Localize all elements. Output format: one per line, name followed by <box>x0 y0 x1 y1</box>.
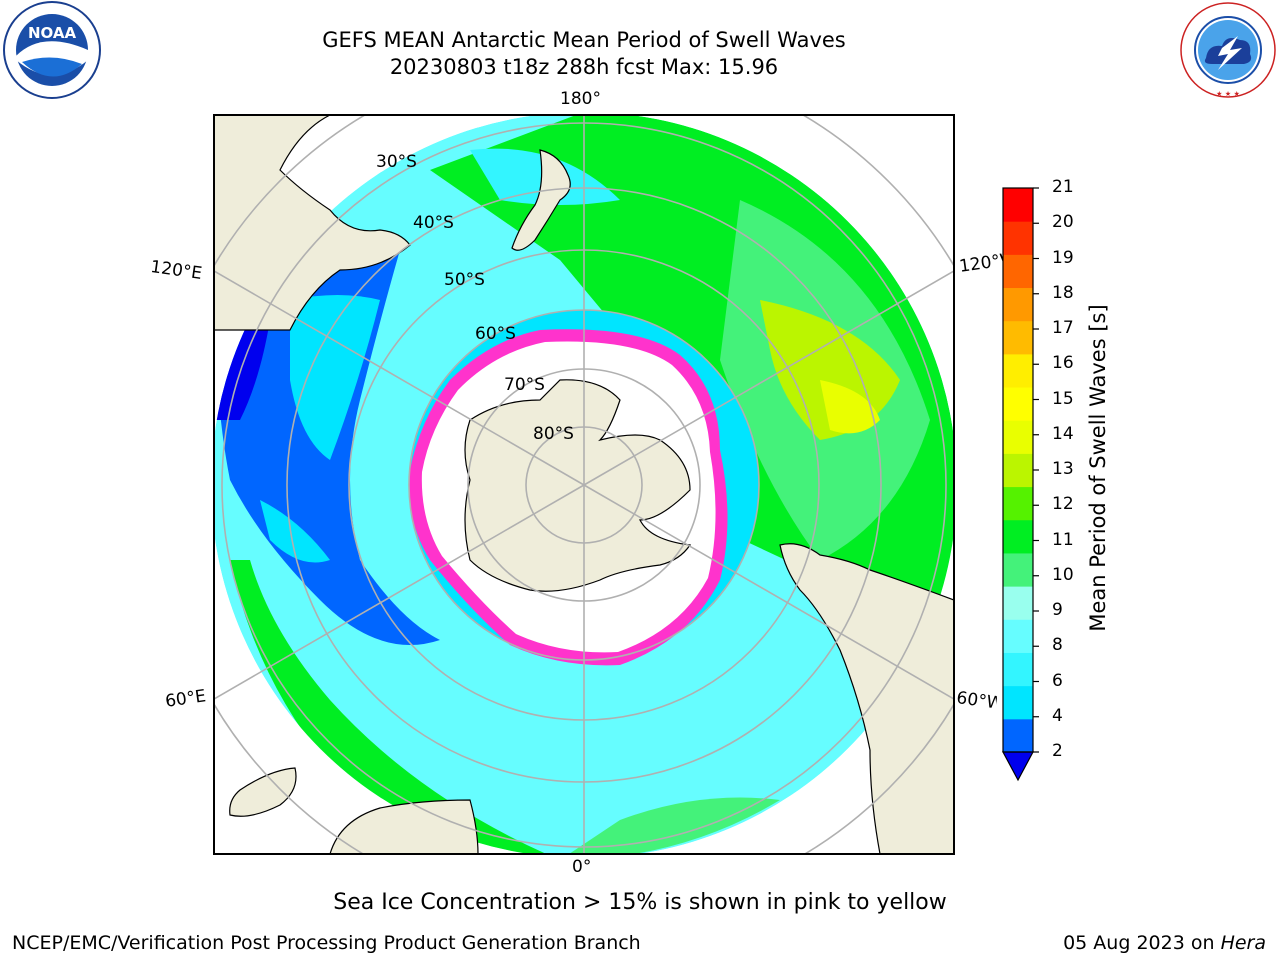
colorbar-band <box>1003 685 1033 720</box>
colorbar-band <box>1003 486 1033 521</box>
colorbar-tick-label: 19 <box>1052 247 1074 268</box>
colorbar-band <box>1003 552 1033 587</box>
lat-label-60s: 60°S <box>475 324 516 344</box>
colorbar-band <box>1003 320 1033 355</box>
caption: Sea Ice Concentration > 15% is shown in … <box>333 890 947 915</box>
colorbar-band <box>1003 254 1033 289</box>
colorbar-tick-label: 14 <box>1052 423 1074 444</box>
colorbar-tick-label: 21 <box>1052 177 1074 197</box>
colorbar-tick-label: 15 <box>1052 388 1074 409</box>
map-frame <box>213 114 955 855</box>
colorbar-tick-label: 20 <box>1052 212 1074 233</box>
colorbar-tick-label: 9 <box>1052 600 1063 620</box>
colorbar <box>1001 187 1039 782</box>
colorbar-tick-label: 10 <box>1052 564 1074 585</box>
colorbar-band <box>1003 453 1033 488</box>
lat-label-40s: 40°S <box>413 213 454 233</box>
colorbar-tick-label: 8 <box>1052 635 1063 656</box>
madagascar-landmass <box>229 767 297 817</box>
lon-label-180: 180° <box>560 89 601 109</box>
colorbar-band <box>1003 718 1033 753</box>
colorbar-band <box>1003 221 1033 255</box>
south-america-landmass <box>779 543 954 854</box>
footer-right: 05 Aug 2023 on Hera <box>1063 932 1266 954</box>
noaa-logo-icon: NOAA <box>3 1 101 99</box>
lat-label-50s: 50°S <box>444 270 485 290</box>
colorbar-tick-label: 2 <box>1052 741 1063 761</box>
footer-machine: Hera <box>1220 932 1266 954</box>
svg-text:★ ★ ★: ★ ★ ★ <box>1216 90 1240 98</box>
colorbar-tick-label: 17 <box>1052 318 1074 338</box>
colorbar-band <box>1003 420 1033 454</box>
lon-label-0: 0° <box>572 857 592 877</box>
lat-label-80s: 80°S <box>533 424 574 444</box>
lat-label-70s: 70°S <box>504 375 545 395</box>
colorbar-band <box>1003 652 1033 687</box>
title-line-1: GEFS MEAN Antarctic Mean Period of Swell… <box>322 28 846 52</box>
colorbar-tick-label: 16 <box>1052 353 1074 374</box>
colorbar-band <box>1003 387 1033 421</box>
colorbar-band <box>1003 586 1033 620</box>
colorbar-band <box>1003 353 1033 388</box>
footer-date: 05 Aug 2023 on <box>1063 932 1221 954</box>
lat-label-30s: 30°S <box>376 152 417 172</box>
graticule <box>214 115 954 854</box>
colorbar-tick-label: 13 <box>1052 459 1074 479</box>
colorbar-tick-label: 4 <box>1052 705 1063 726</box>
noaa-logo-text: NOAA <box>28 24 77 42</box>
colorbar-tick-label: 11 <box>1052 529 1074 550</box>
colorbar-band <box>1003 287 1033 322</box>
new-zealand-landmass <box>511 149 571 251</box>
title-line-2: 20230803 t18z 288h fcst Max: 15.96 <box>389 55 779 79</box>
colorbar-label: Mean Period of Swell Waves [s] <box>1086 304 1110 632</box>
footer-left: NCEP/EMC/Verification Post Processing Pr… <box>12 932 641 954</box>
colorbar-extend-arrow <box>1001 751 1035 782</box>
colorbar-tick-label: 6 <box>1052 670 1063 691</box>
australia-landmass <box>214 115 411 331</box>
colorbar-band <box>1003 188 1033 222</box>
colorbar-band <box>1003 619 1033 653</box>
antarctica-landmass <box>464 379 692 592</box>
colorbar-tick-label: 12 <box>1052 494 1074 515</box>
colorbar-band <box>1003 519 1033 554</box>
colorbar-tick-label: 18 <box>1052 282 1074 303</box>
nws-logo-icon: ★ ★ ★ <box>1180 2 1276 98</box>
